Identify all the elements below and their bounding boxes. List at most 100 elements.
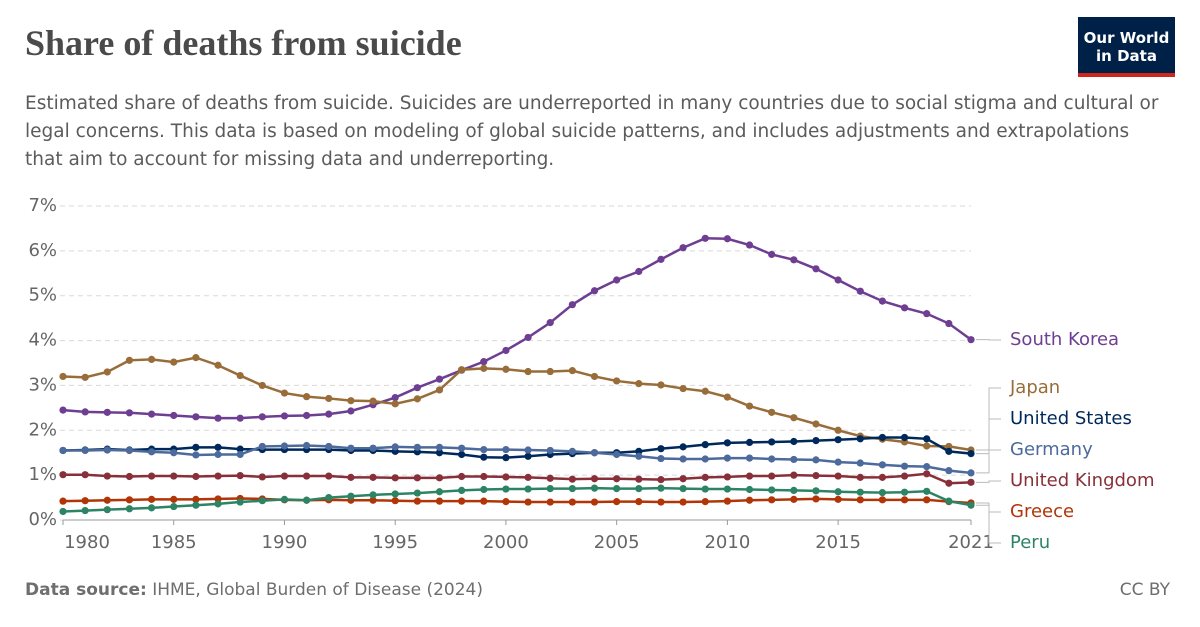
legend-label: United Kingdom	[1010, 470, 1154, 491]
data-point	[900, 462, 909, 470]
data-point	[347, 444, 355, 452]
data-point	[524, 485, 532, 493]
data-point	[524, 473, 532, 481]
data-point	[878, 473, 887, 481]
data-point	[59, 446, 67, 455]
data-point	[59, 507, 67, 516]
data-point	[480, 497, 488, 505]
data-point	[657, 476, 665, 484]
logo-line: in Data	[1096, 47, 1157, 65]
data-point	[812, 420, 820, 428]
y-tick-label: 3%	[28, 374, 57, 395]
data-point	[657, 498, 665, 506]
data-point	[236, 450, 244, 459]
data-point	[369, 491, 377, 499]
data-point	[635, 475, 643, 483]
data-point	[435, 449, 444, 457]
data-point	[546, 367, 554, 376]
footer: Data source: IHME, Global Burden of Dise…	[25, 580, 483, 600]
data-point	[834, 472, 842, 480]
data-point	[856, 496, 864, 504]
data-point	[413, 395, 421, 403]
data-point	[635, 267, 643, 276]
data-point	[480, 453, 488, 461]
data-point	[458, 444, 466, 452]
data-point	[325, 493, 333, 502]
data-point	[945, 442, 953, 451]
data-point	[103, 506, 111, 514]
data-point	[923, 442, 931, 450]
data-point	[834, 436, 842, 444]
data-point	[125, 505, 134, 513]
data-point	[103, 496, 111, 504]
data-point	[768, 250, 776, 259]
data-point	[790, 455, 798, 464]
x-tick-label: 2021	[948, 532, 994, 553]
data-point	[214, 500, 222, 508]
data-point	[923, 470, 931, 478]
data-point	[590, 484, 599, 492]
data-point	[834, 488, 842, 496]
y-tick-label: 4%	[28, 330, 57, 351]
data-point	[923, 435, 931, 443]
x-tick-label: 2015	[815, 532, 861, 553]
data-point	[81, 373, 89, 381]
data-point	[679, 498, 687, 506]
data-point	[435, 488, 444, 496]
data-point	[258, 381, 266, 390]
legend-label: South Korea	[1010, 329, 1119, 350]
data-point	[59, 471, 67, 479]
data-point	[502, 454, 510, 462]
data-point	[923, 487, 931, 495]
data-point	[458, 366, 466, 374]
data-point	[701, 498, 709, 506]
data-point	[192, 354, 200, 362]
data-point	[103, 368, 111, 376]
data-point	[657, 484, 665, 492]
data-point	[590, 372, 599, 381]
data-point	[657, 454, 665, 463]
data-point	[170, 472, 178, 480]
data-point	[280, 495, 289, 503]
leader-line	[976, 480, 1001, 483]
license[interactable]: CC BY	[1119, 580, 1170, 600]
data-point	[768, 496, 776, 504]
series-line	[63, 444, 972, 475]
data-point	[502, 498, 510, 506]
data-point	[170, 358, 178, 366]
data-point	[325, 442, 333, 451]
data-point	[679, 455, 687, 463]
data-point	[502, 346, 510, 355]
data-point	[856, 488, 864, 496]
data-point	[347, 397, 355, 405]
data-point	[679, 244, 687, 252]
data-point	[214, 472, 222, 480]
data-point	[613, 377, 621, 385]
data-point	[745, 472, 754, 480]
data-point	[701, 473, 709, 481]
data-point	[524, 498, 532, 506]
logo[interactable]: Our World in Data	[1078, 17, 1175, 77]
data-point	[391, 443, 399, 451]
data-point	[147, 472, 156, 480]
series-line	[62, 356, 972, 452]
data-point	[900, 472, 909, 480]
data-point	[325, 472, 333, 480]
data-point	[236, 414, 244, 422]
data-point	[812, 437, 820, 445]
data-point	[878, 496, 887, 504]
data-point	[480, 364, 488, 372]
source-label: Data source:	[25, 580, 147, 600]
data-point	[790, 471, 798, 479]
data-point	[768, 455, 776, 463]
data-point	[878, 433, 887, 442]
data-point	[258, 497, 266, 505]
data-point	[790, 414, 798, 422]
data-point	[878, 461, 887, 469]
data-point	[768, 408, 776, 416]
data-point	[192, 501, 200, 509]
x-tick-label: 1985	[151, 532, 197, 553]
data-point	[214, 414, 222, 422]
data-point	[280, 472, 289, 480]
data-point	[125, 446, 134, 455]
